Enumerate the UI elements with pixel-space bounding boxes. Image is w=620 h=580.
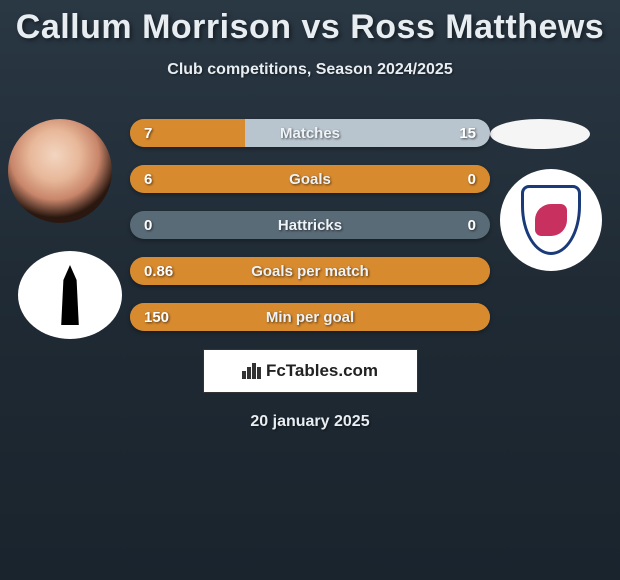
stat-label: Min per goal	[266, 309, 354, 326]
stat-left-value: 150	[144, 309, 169, 326]
club-left-badge	[18, 251, 122, 339]
stat-row-matches: 7 Matches 15	[130, 119, 490, 147]
player-right-placeholder	[490, 119, 590, 149]
stat-label: Hattricks	[278, 217, 342, 234]
stat-label: Goals	[289, 171, 331, 188]
stat-left-value: 6	[144, 171, 152, 188]
club-right-badge	[500, 169, 602, 271]
footer-date: 20 january 2025	[0, 413, 620, 431]
shield-icon	[521, 185, 581, 255]
stat-row-hattricks: 0 Hattricks 0	[130, 211, 490, 239]
stat-row-mpg: 150 Min per goal	[130, 303, 490, 331]
stats-bars: 7 Matches 15 6 Goals 0 0 Hattricks 0 0.8…	[130, 119, 490, 331]
brand-badge[interactable]: FcTables.com	[203, 349, 418, 393]
stat-left-value: 0.86	[144, 263, 173, 280]
bars-chart-icon	[242, 363, 262, 379]
stat-left-value: 7	[144, 125, 152, 142]
lion-icon	[535, 204, 567, 236]
stat-right-value: 0	[468, 171, 476, 188]
page-title: Callum Morrison vs Ross Matthews	[0, 0, 620, 47]
club-left-icon	[48, 265, 92, 325]
stat-row-goals: 6 Goals 0	[130, 165, 490, 193]
player-left-photo	[8, 119, 112, 223]
brand-text: FcTables.com	[266, 361, 378, 381]
stat-right-value: 15	[459, 125, 476, 142]
comparison-panel: 7 Matches 15 6 Goals 0 0 Hattricks 0 0.8…	[0, 119, 620, 431]
stat-label: Matches	[280, 125, 340, 142]
stat-left-value: 0	[144, 217, 152, 234]
page-subtitle: Club competitions, Season 2024/2025	[0, 61, 620, 79]
stat-label: Goals per match	[251, 263, 369, 280]
stat-row-gpm: 0.86 Goals per match	[130, 257, 490, 285]
stat-right-value: 0	[468, 217, 476, 234]
